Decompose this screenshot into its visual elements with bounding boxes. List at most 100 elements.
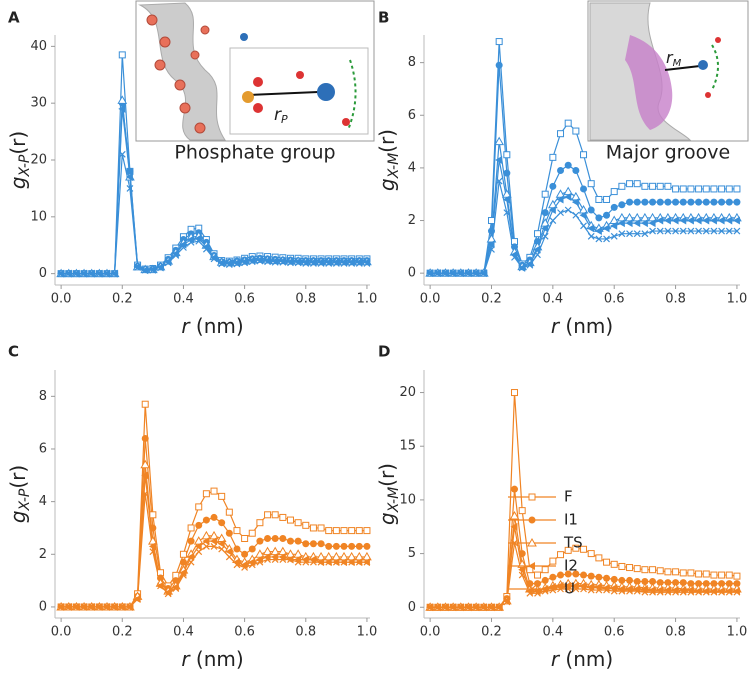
data-point: [664, 198, 672, 206]
data-point: [195, 548, 203, 556]
data-point: [672, 185, 680, 193]
data-point: [580, 545, 588, 553]
data-point: [602, 224, 610, 233]
data-point: [564, 192, 572, 201]
x-tick-label: 0.2: [481, 292, 502, 307]
data-point: [118, 603, 126, 611]
data-point: [225, 261, 233, 268]
data-point: [709, 216, 717, 225]
data-point: [526, 261, 534, 269]
data-point: [348, 558, 356, 566]
data-point: [656, 182, 664, 190]
data-point: [641, 198, 649, 206]
x-tick-label: 0.4: [173, 625, 194, 640]
data-point: [618, 576, 626, 584]
data-point: [564, 546, 572, 554]
data-point: [664, 588, 672, 596]
data-point: [494, 136, 505, 146]
data-point: [687, 580, 695, 588]
data-point: [332, 542, 340, 550]
data-point: [557, 571, 565, 579]
data-point: [172, 585, 180, 592]
x-tick-label: 1.0: [727, 625, 748, 640]
x-tick-label: 0.0: [51, 292, 72, 307]
data-point: [487, 217, 495, 225]
data-point: [733, 185, 741, 193]
shell: [711, 44, 719, 91]
data-point: [718, 571, 726, 579]
data-point: [549, 586, 557, 594]
y-tick-label: 0: [39, 599, 47, 614]
data-point: [218, 260, 226, 268]
arrow-label: rP: [274, 105, 288, 126]
data-point: [618, 201, 626, 209]
data-point: [172, 577, 180, 585]
x-tick-label: 0.6: [604, 292, 625, 307]
data-point: [202, 537, 210, 546]
data-point: [541, 566, 549, 574]
data-point: [626, 198, 634, 206]
data-point: [233, 527, 241, 535]
data-point: [80, 603, 88, 611]
data-point: [302, 259, 310, 267]
data-point: [503, 209, 511, 217]
water: [705, 92, 711, 98]
data-point: [172, 252, 180, 259]
data-point: [332, 259, 340, 267]
data-point: [695, 580, 703, 588]
data-point: [610, 188, 618, 196]
data-point: [271, 511, 279, 519]
series-line: [430, 515, 737, 608]
data-point: [141, 266, 149, 274]
data-point: [95, 603, 103, 611]
data-point: [503, 169, 511, 177]
data-point: [717, 216, 725, 225]
data-point: [549, 217, 557, 224]
data-point: [210, 513, 218, 521]
data-point: [355, 527, 363, 535]
water: [342, 118, 350, 126]
series-line: [430, 526, 737, 608]
data-point: [449, 603, 457, 611]
data-point: [233, 260, 241, 268]
data-point: [210, 255, 218, 263]
data-point: [126, 184, 134, 192]
data-point: [587, 550, 595, 558]
y-tick-label: 4: [39, 494, 47, 509]
data-point: [472, 269, 480, 277]
data-point: [225, 508, 233, 516]
data-point: [103, 603, 111, 611]
data-point: [618, 230, 626, 238]
data-point: [480, 269, 488, 277]
data-point: [618, 562, 626, 570]
y-axis-label: gX-M(r): [375, 463, 403, 525]
data-point: [687, 198, 695, 206]
data-point: [641, 588, 649, 596]
data-point: [225, 553, 233, 561]
panel: A 0 10 20 30 40 0.0 0.2 0.4 0.6 0.8 1.0 r (nm) gX-P(r…: [6, 9, 378, 338]
x-tick-label: 0.4: [543, 625, 564, 640]
x-label-unit: (nm): [559, 647, 613, 671]
x-axis-label: r (nm): [181, 314, 243, 338]
data-point: [549, 573, 557, 581]
data-point: [702, 185, 710, 193]
data-point: [140, 459, 151, 469]
x-tick-label: 0.6: [234, 625, 255, 640]
data-point: [309, 259, 317, 267]
data-point: [626, 564, 634, 572]
data-point: [271, 534, 279, 542]
y-tick-label: 20: [30, 153, 47, 168]
data-point: [264, 258, 271, 266]
data-point: [248, 258, 256, 266]
data-point: [218, 545, 226, 553]
y-tick-label: 15: [399, 439, 416, 454]
data-point: [557, 209, 564, 217]
ion: [698, 60, 708, 70]
data-point: [518, 571, 526, 579]
x-axis-label: r (nm): [551, 314, 613, 338]
panel: B 0 2 4 6 8 0.0 0.2 0.4 0.6 0.8 1.0 r (nm) gX-M(r): [375, 9, 748, 338]
data-point: [618, 587, 626, 595]
x-tick-label: 0.8: [295, 625, 316, 640]
x-tick-label: 0.0: [51, 625, 72, 640]
data-point: [309, 540, 317, 548]
